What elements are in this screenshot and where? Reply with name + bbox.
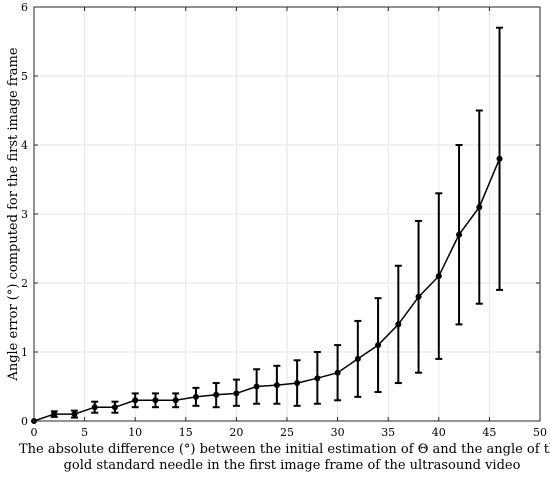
x-tick-label: 10 [128, 426, 142, 439]
data-point [334, 369, 341, 376]
data-point [213, 391, 220, 398]
data-point [354, 355, 361, 362]
data-point [375, 342, 382, 349]
data-point [395, 321, 402, 328]
data-point [496, 155, 503, 162]
y-tick-label: 4 [21, 139, 28, 152]
x-tick-label: 40 [432, 426, 446, 439]
series-line [33, 158, 501, 422]
x-tick-label: 50 [533, 426, 547, 439]
x-tick-label: 25 [280, 426, 294, 439]
data-point [435, 273, 442, 280]
data-point [253, 383, 260, 390]
data-point [91, 404, 98, 411]
data-point [172, 397, 179, 404]
x-tick-label: 5 [81, 426, 88, 439]
x-axis-label-line-1: The absolute difference (°) between the … [19, 442, 550, 457]
data-point [294, 380, 301, 387]
y-tick-label: 6 [21, 1, 28, 14]
x-axis-label-line-2: gold standard needle in the first image … [64, 458, 521, 473]
y-tick-label: 0 [21, 415, 28, 428]
data-point [314, 375, 321, 382]
x-tick-label: 35 [381, 426, 395, 439]
y-tick-label: 3 [21, 208, 28, 221]
data-point [415, 293, 422, 300]
grid [33, 6, 541, 422]
x-tick-label: 20 [229, 426, 243, 439]
data-point [456, 231, 463, 238]
x-tick-label: 15 [179, 426, 193, 439]
data-point [233, 390, 240, 397]
data-point [132, 397, 139, 404]
data-point [51, 411, 58, 418]
data-point [273, 382, 280, 389]
data-point [111, 404, 118, 411]
x-tick-label: 0 [31, 426, 38, 439]
y-tick-label: 1 [21, 346, 28, 359]
data-point [476, 204, 483, 211]
y-tick-label: 2 [21, 277, 28, 290]
data-point [192, 393, 199, 400]
x-tick-label: 30 [331, 426, 345, 439]
x-tick-label: 45 [482, 426, 496, 439]
data-point [71, 411, 78, 418]
data-point [152, 397, 159, 404]
plot-frame [33, 6, 541, 422]
y-tick-label: 5 [21, 70, 28, 83]
plot-area [31, 26, 504, 424]
y-axis-label: Angle error (°) computed for the first i… [6, 47, 21, 381]
